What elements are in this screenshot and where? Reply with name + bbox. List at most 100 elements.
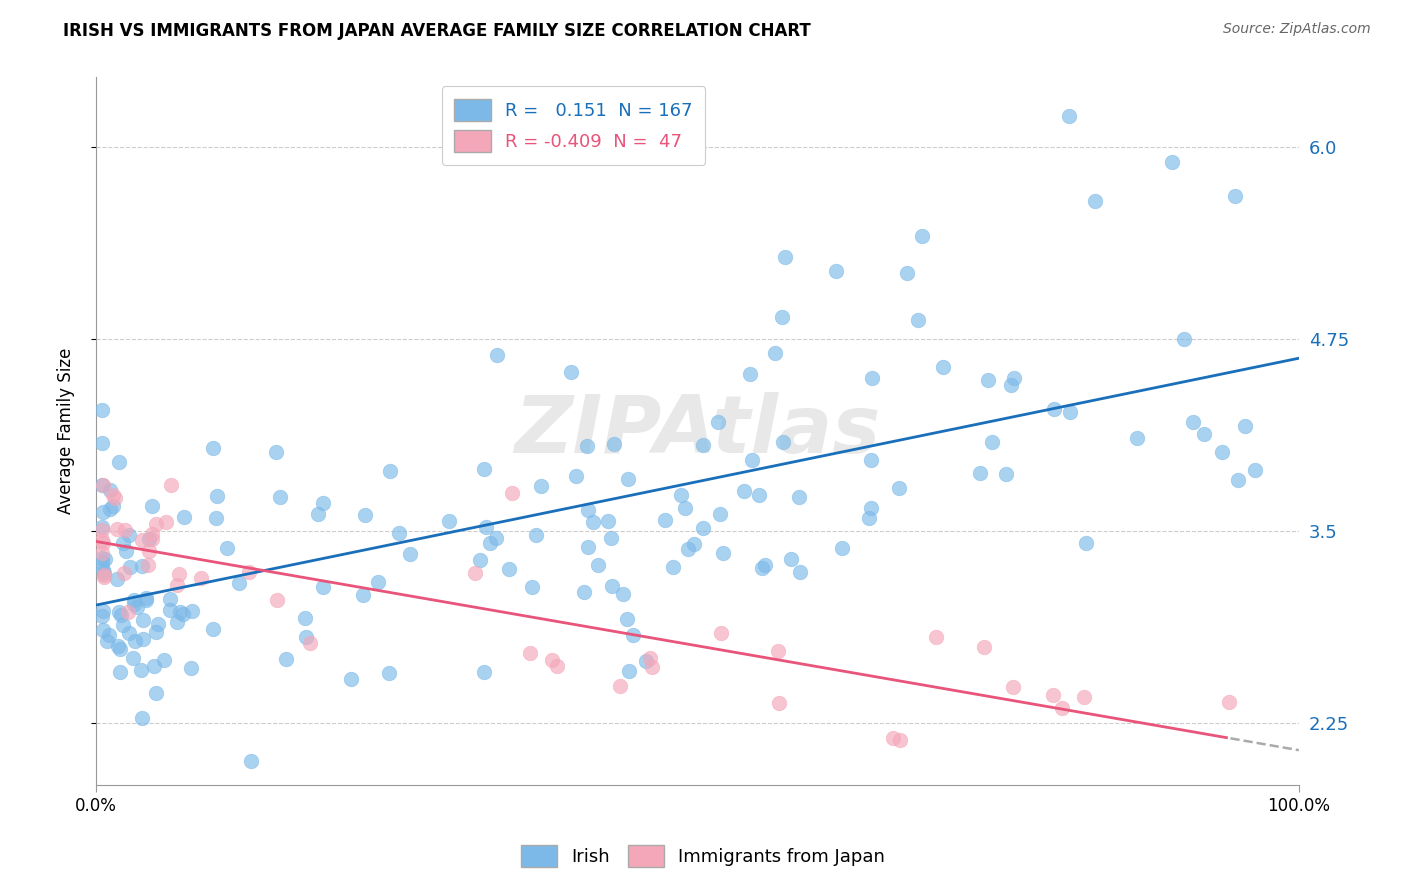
Point bbox=[1043, 401, 1066, 416]
Point bbox=[641, 660, 664, 674]
Point bbox=[98, 501, 121, 516]
Point bbox=[740, 367, 762, 381]
Point bbox=[1161, 155, 1184, 169]
Point bbox=[501, 486, 523, 500]
Point bbox=[621, 628, 644, 642]
Point bbox=[91, 478, 114, 492]
Point bbox=[973, 640, 995, 654]
Point bbox=[925, 630, 948, 644]
Point bbox=[824, 264, 846, 278]
Point bbox=[145, 685, 167, 699]
Point bbox=[662, 559, 685, 574]
Point bbox=[498, 562, 520, 576]
Point bbox=[524, 528, 547, 542]
Point bbox=[135, 593, 157, 607]
Y-axis label: Average Family Size: Average Family Size bbox=[58, 348, 75, 515]
Point bbox=[107, 605, 129, 619]
Point bbox=[741, 453, 763, 467]
Point bbox=[575, 439, 598, 453]
Point bbox=[307, 507, 329, 521]
Point bbox=[93, 563, 115, 577]
Point bbox=[472, 665, 495, 679]
Point bbox=[145, 516, 167, 531]
Point bbox=[122, 650, 145, 665]
Point bbox=[367, 575, 389, 590]
Point bbox=[166, 615, 188, 629]
Point bbox=[295, 630, 318, 644]
Point bbox=[110, 665, 132, 679]
Point bbox=[522, 580, 544, 594]
Point bbox=[766, 644, 789, 658]
Point bbox=[1042, 688, 1064, 702]
Point bbox=[107, 455, 129, 469]
Point bbox=[772, 435, 794, 450]
Point bbox=[751, 561, 773, 575]
Point bbox=[125, 600, 148, 615]
Point bbox=[122, 597, 145, 611]
Point bbox=[683, 537, 706, 551]
Point bbox=[132, 613, 155, 627]
Point bbox=[907, 312, 929, 326]
Point bbox=[274, 651, 297, 665]
Point bbox=[911, 228, 934, 243]
Point bbox=[576, 503, 599, 517]
Point bbox=[468, 553, 491, 567]
Point bbox=[709, 508, 731, 522]
Point bbox=[91, 435, 114, 450]
Point bbox=[588, 558, 610, 573]
Point bbox=[486, 349, 509, 363]
Point bbox=[472, 462, 495, 476]
Point bbox=[98, 483, 121, 497]
Point bbox=[138, 533, 160, 547]
Point bbox=[654, 513, 676, 527]
Point bbox=[889, 481, 911, 495]
Point bbox=[141, 532, 163, 546]
Point bbox=[312, 580, 335, 594]
Point bbox=[1227, 474, 1250, 488]
Point bbox=[155, 515, 177, 529]
Point bbox=[754, 558, 776, 572]
Point bbox=[101, 500, 124, 514]
Point bbox=[1001, 681, 1024, 695]
Point bbox=[1223, 189, 1246, 203]
Point bbox=[733, 484, 755, 499]
Point bbox=[132, 632, 155, 646]
Point bbox=[138, 544, 160, 558]
Point bbox=[114, 523, 136, 537]
Point bbox=[141, 500, 163, 514]
Point bbox=[112, 618, 135, 632]
Point bbox=[312, 496, 335, 510]
Point bbox=[190, 571, 212, 585]
Point bbox=[136, 558, 159, 572]
Point bbox=[581, 515, 603, 529]
Point bbox=[616, 612, 638, 626]
Point bbox=[969, 466, 991, 480]
Point bbox=[564, 469, 586, 483]
Point bbox=[112, 566, 135, 580]
Text: ZIPAtlas: ZIPAtlas bbox=[515, 392, 880, 470]
Point bbox=[770, 310, 793, 324]
Point bbox=[91, 550, 114, 565]
Point bbox=[145, 625, 167, 640]
Point bbox=[859, 500, 882, 515]
Point bbox=[1218, 695, 1240, 709]
Point bbox=[609, 679, 631, 693]
Point bbox=[354, 508, 377, 523]
Point bbox=[1084, 194, 1107, 209]
Point bbox=[1234, 419, 1257, 434]
Point bbox=[93, 567, 115, 582]
Point bbox=[173, 509, 195, 524]
Point bbox=[1173, 332, 1195, 346]
Point bbox=[131, 711, 153, 725]
Point bbox=[540, 653, 562, 667]
Point bbox=[122, 593, 145, 607]
Point bbox=[135, 591, 157, 606]
Point bbox=[118, 528, 141, 542]
Point bbox=[1243, 463, 1265, 477]
Point bbox=[159, 591, 181, 606]
Point bbox=[1126, 431, 1149, 445]
Point bbox=[205, 489, 228, 503]
Point bbox=[748, 488, 770, 502]
Point bbox=[889, 732, 911, 747]
Point bbox=[141, 527, 163, 541]
